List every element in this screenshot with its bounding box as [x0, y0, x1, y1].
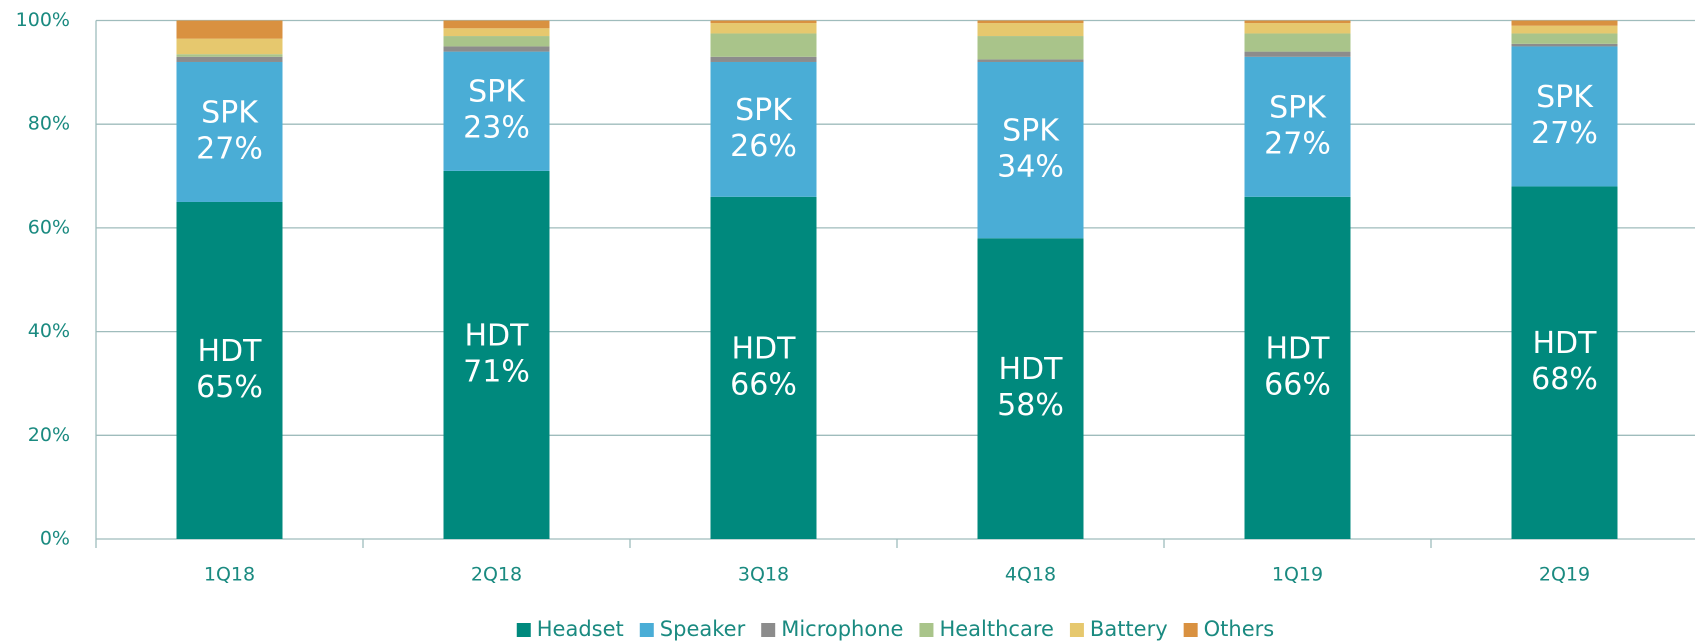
bar-segment — [443, 170, 550, 540]
series-label: HDT — [198, 334, 263, 369]
x-tick-label: 3Q18 — [738, 564, 789, 586]
data-label: 65% — [196, 370, 263, 405]
series-label: SPK — [201, 95, 259, 130]
legend-label: Battery — [1090, 617, 1168, 641]
bar-segment — [977, 20, 1084, 24]
bar-segment — [176, 61, 283, 202]
bar-segment — [710, 196, 817, 540]
bar-segment — [176, 56, 283, 62]
legend-swatch — [639, 623, 654, 637]
bar-segment — [1511, 20, 1618, 26]
bar-segment — [1244, 23, 1351, 34]
x-tick-label: 1Q19 — [1272, 564, 1323, 586]
series-label: HDT — [1266, 331, 1331, 366]
legend-swatch — [516, 623, 531, 637]
bar-segment — [1511, 46, 1618, 187]
data-label: 66% — [730, 367, 797, 402]
bar-segment — [977, 59, 1084, 62]
legend-swatch — [1069, 623, 1084, 637]
data-label: 68% — [1531, 362, 1598, 397]
bar-segment — [977, 238, 1084, 539]
bar-segment — [176, 20, 283, 39]
series-label: SPK — [468, 75, 526, 110]
bar-segment — [710, 56, 817, 62]
legend-swatch — [919, 623, 934, 637]
bar-segment — [176, 38, 283, 55]
bar-segment — [1244, 33, 1351, 52]
legend-label: Headset — [537, 617, 624, 641]
bar-segment — [443, 28, 550, 37]
y-tick-label: 20% — [28, 424, 70, 446]
legend-label: Speaker — [660, 617, 746, 641]
bar-segment — [443, 46, 550, 52]
data-label: 66% — [1264, 367, 1331, 402]
series-label: SPK — [1002, 114, 1060, 149]
x-tick-label: 2Q19 — [1539, 564, 1590, 586]
data-label: 34% — [997, 150, 1064, 185]
bar-segment — [977, 23, 1084, 37]
bar-segment — [1244, 56, 1351, 197]
bar-segment — [1511, 186, 1618, 540]
bar-segment — [443, 36, 550, 47]
series-label: HDT — [732, 331, 797, 366]
x-tick-label: 1Q18 — [204, 564, 255, 586]
y-tick-label: 100% — [16, 9, 70, 31]
bar-segment — [710, 20, 817, 24]
bar-segment — [1244, 196, 1351, 540]
x-tick-label: 4Q18 — [1005, 564, 1056, 586]
bar-segment — [1244, 20, 1351, 24]
series-label: HDT — [1533, 326, 1598, 361]
y-tick-label: 0% — [40, 528, 70, 550]
bar-segment — [443, 20, 550, 29]
bar-segment — [443, 51, 550, 171]
bar-segment — [1511, 25, 1618, 34]
bar-segment — [710, 23, 817, 34]
data-label: 27% — [196, 131, 263, 166]
legend-swatch — [1183, 623, 1198, 637]
series-label: HDT — [999, 352, 1064, 387]
bar-segment — [710, 61, 817, 197]
y-tick-label: 40% — [28, 320, 70, 342]
bar-segment — [1511, 33, 1618, 44]
bar-segment — [1244, 51, 1351, 57]
data-label: 26% — [730, 129, 797, 164]
series-label: SPK — [1536, 80, 1594, 115]
bar-segment — [1511, 43, 1618, 47]
legend-swatch — [761, 623, 776, 637]
series-label: HDT — [465, 318, 530, 353]
legend-label: Healthcare — [939, 617, 1053, 641]
bar-segment — [710, 33, 817, 57]
bar-segment — [977, 36, 1084, 60]
series-label: SPK — [735, 93, 793, 128]
series-label: SPK — [1269, 90, 1327, 125]
data-label: 27% — [1264, 126, 1331, 161]
legend-label: Others — [1204, 617, 1275, 641]
data-label: 71% — [463, 354, 530, 389]
bar-segment — [977, 61, 1084, 239]
legend-label: Microphone — [781, 617, 903, 641]
data-label: 58% — [997, 388, 1064, 423]
x-tick-label: 2Q18 — [471, 564, 522, 586]
y-tick-label: 80% — [28, 113, 70, 135]
data-label: 27% — [1531, 116, 1598, 151]
bar-segment — [176, 201, 283, 539]
data-label: 23% — [463, 111, 530, 146]
y-tick-label: 60% — [28, 216, 70, 238]
bar-segment — [176, 54, 283, 57]
